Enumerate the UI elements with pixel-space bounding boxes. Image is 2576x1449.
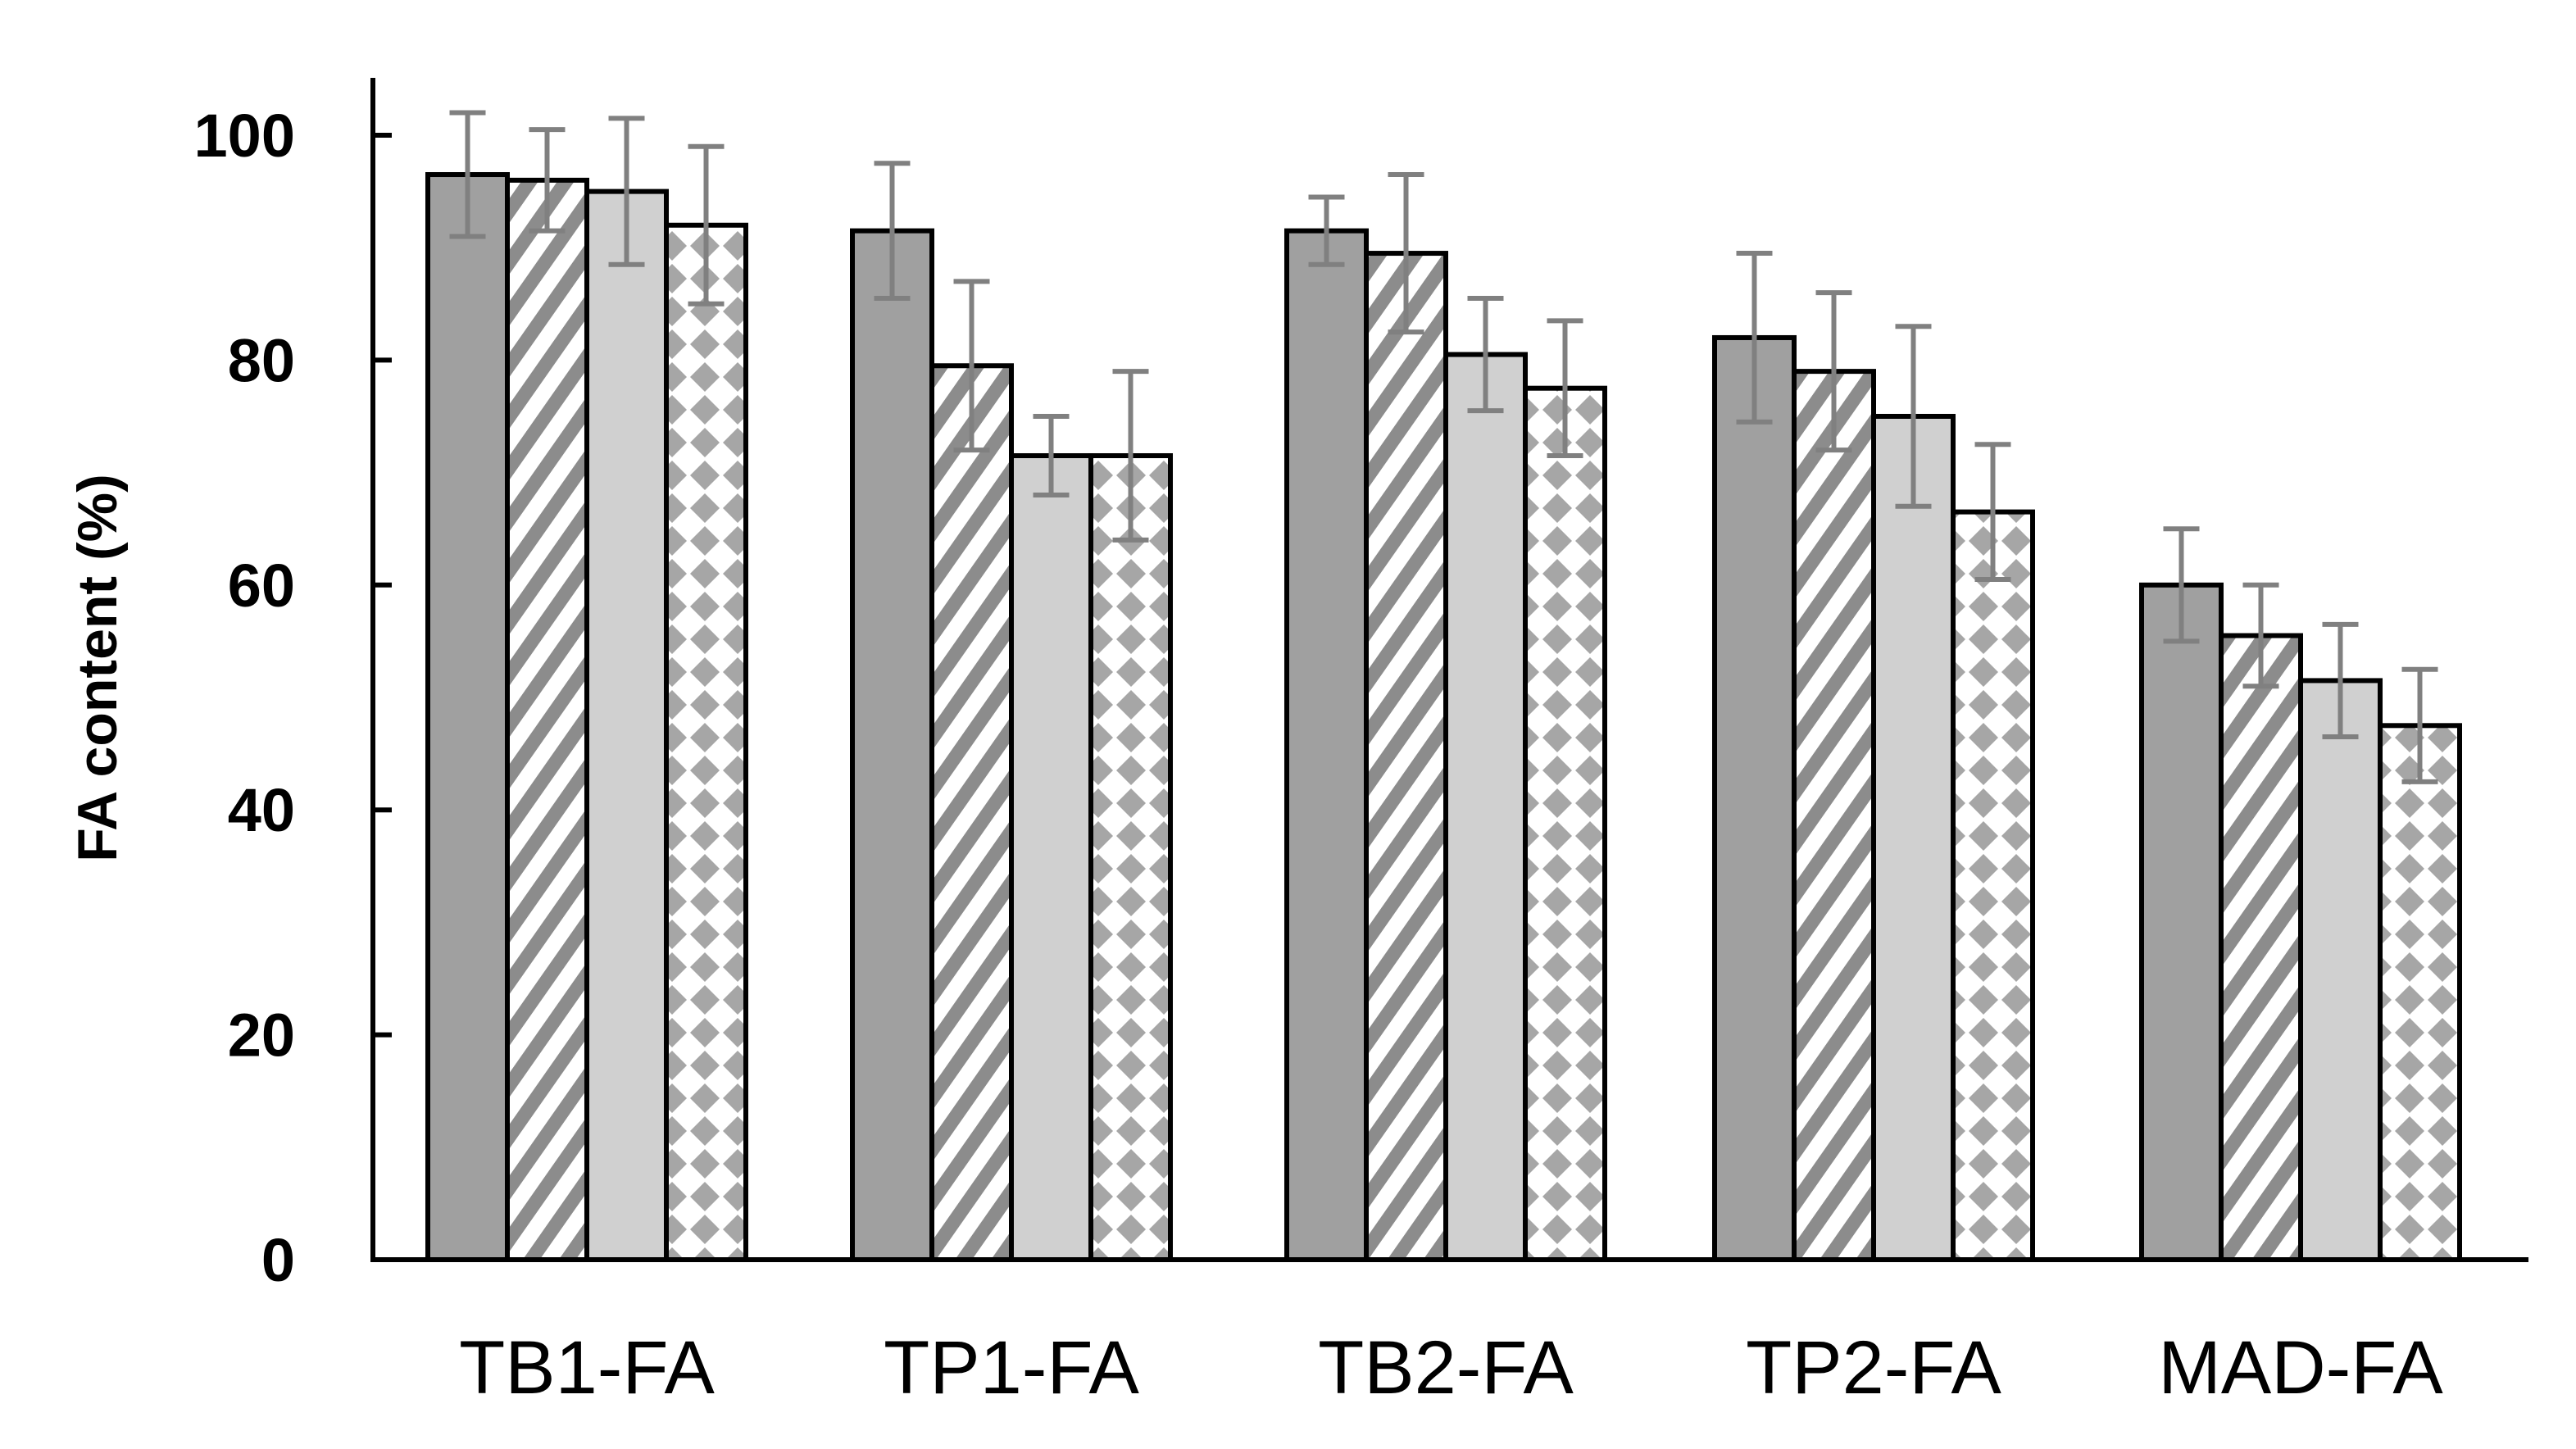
bar-mad-fa-series-3	[2298, 678, 2383, 1262]
y-tick-label-60: 60	[228, 552, 295, 620]
error-bar-tb2-fa-series-1	[1308, 194, 1345, 267]
error-bar-mad-fa-series-2	[2242, 582, 2279, 689]
x-category-label-tp2-fa: TP2-FA	[1746, 1326, 2001, 1410]
bar-mad-fa-series-4	[2378, 723, 2462, 1262]
x-category-label-tb1-fa: TB1-FA	[459, 1326, 715, 1410]
error-bar-tp2-fa-series-3	[1895, 324, 1932, 509]
bar-tb2-fa-series-4	[1523, 385, 1607, 1263]
y-tick-label-80: 80	[228, 326, 295, 394]
bar-tp1-fa-series-3	[1009, 453, 1093, 1262]
error-bar-mad-fa-series-1	[2163, 526, 2200, 644]
y-ticks-layer: 0 20 40 60 80 100	[194, 102, 392, 1294]
y-axis-title: FA content (%)	[66, 474, 129, 861]
bar-mad-fa-series-2	[2219, 633, 2303, 1262]
bar-tb1-fa-series-1	[425, 172, 510, 1262]
y-tick-label-20: 20	[228, 1002, 295, 1070]
bar-tb1-fa-series-3	[584, 189, 669, 1263]
x-category-label-tp1-fa: TP1-FA	[884, 1326, 1139, 1410]
bar-tp2-fa-series-2	[1792, 369, 1876, 1262]
error-bar-mad-fa-series-3	[2322, 621, 2359, 740]
error-bar-tp1-fa-series-3	[1033, 414, 1070, 498]
error-bar-tp2-fa-series-2	[1815, 290, 1852, 453]
error-bar-tb1-fa-series-2	[529, 127, 566, 234]
bar-mad-fa-series-1	[2139, 582, 2224, 1262]
bar-tp2-fa-series-4	[1951, 509, 2035, 1262]
bar-tb2-fa-series-3	[1443, 352, 1528, 1262]
category-labels-layer: TB1-FA TP1-FA TB2-FA TP2-FA MAD-FA	[459, 1326, 2443, 1410]
error-bars-layer	[449, 110, 2438, 784]
axes-layer	[370, 78, 2528, 1262]
error-bar-tb2-fa-series-4	[1547, 318, 1583, 459]
error-bar-tp2-fa-series-4	[1974, 442, 2011, 582]
y-tick-label-40: 40	[228, 776, 295, 844]
error-bar-tp1-fa-series-4	[1112, 369, 1149, 543]
bar-tb2-fa-series-2	[1364, 251, 1448, 1262]
bars-layer	[425, 172, 2462, 1263]
y-tick-label-0: 0	[261, 1226, 295, 1294]
bar-tp1-fa-series-4	[1088, 453, 1173, 1262]
bar-tb1-fa-series-4	[664, 222, 748, 1262]
bar-tp1-fa-series-2	[929, 363, 1014, 1262]
bar-tp2-fa-series-3	[1871, 414, 1956, 1262]
error-bar-tb1-fa-series-4	[688, 143, 725, 307]
error-bar-tp1-fa-series-1	[874, 161, 911, 301]
bar-tb1-fa-series-2	[505, 177, 589, 1262]
error-bar-tp1-fa-series-2	[953, 279, 990, 453]
bar-tb2-fa-series-1	[1284, 228, 1369, 1262]
error-bar-tb2-fa-series-3	[1467, 295, 1504, 414]
error-bar-mad-fa-series-4	[2401, 666, 2438, 784]
error-bar-tb1-fa-series-1	[449, 110, 486, 239]
x-category-label-tb2-fa: TB2-FA	[1318, 1326, 1574, 1410]
x-category-label-mad-fa: MAD-FA	[2158, 1326, 2443, 1410]
bar-tp1-fa-series-1	[850, 228, 934, 1262]
bar-tp2-fa-series-1	[1712, 334, 1797, 1263]
error-bar-tb2-fa-series-2	[1388, 172, 1424, 335]
error-bar-tb1-fa-series-3	[608, 116, 645, 267]
y-tick-label-100: 100	[194, 102, 295, 170]
error-bar-tp2-fa-series-1	[1736, 251, 1773, 425]
